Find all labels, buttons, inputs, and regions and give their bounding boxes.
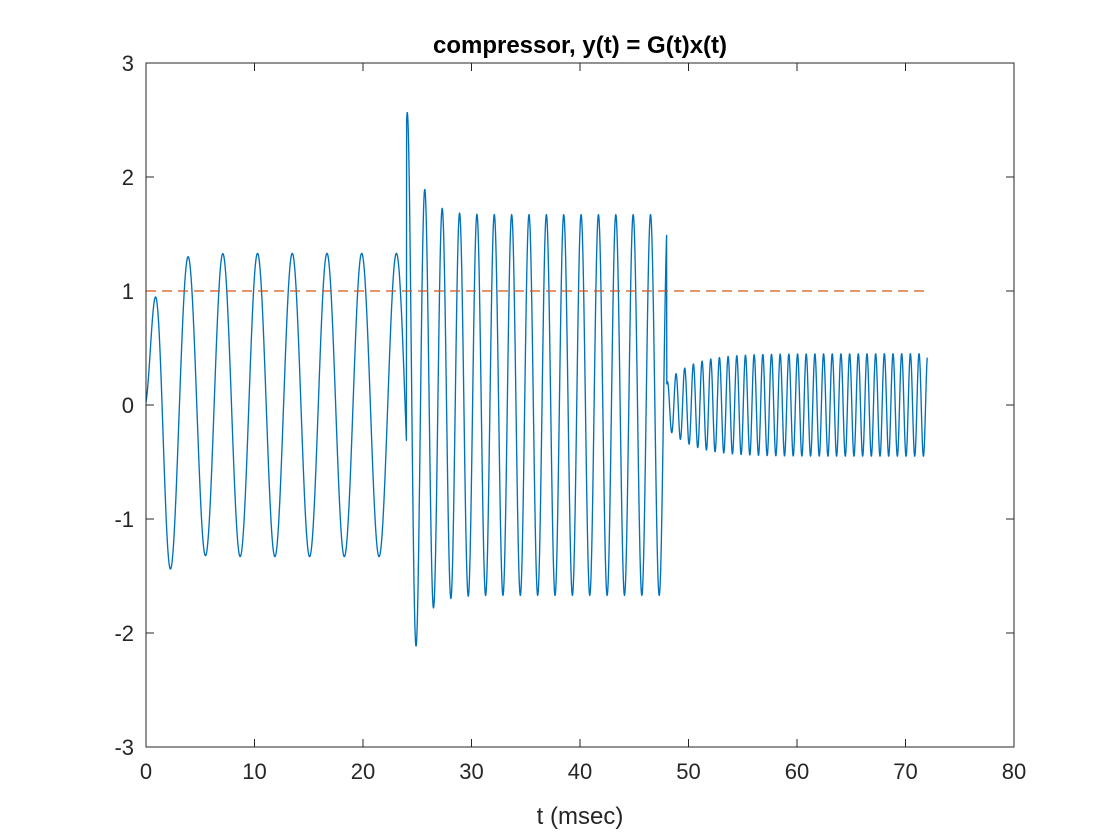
series-layer	[145, 111, 928, 647]
y-tick-label: -3	[114, 735, 134, 760]
signal-line	[145, 111, 928, 647]
x-tick-label: 20	[351, 759, 375, 784]
y-tick-label: 0	[122, 393, 134, 418]
axes-box	[145, 62, 1015, 748]
y-tick-label: 3	[122, 51, 134, 76]
x-axis: 0 10 20 30 40 50 60 70 80	[140, 63, 1026, 784]
x-tick-label: 60	[785, 759, 809, 784]
x-tick-label: 70	[893, 759, 917, 784]
y-tick-label: 1	[122, 279, 134, 304]
x-tick-label: 80	[1002, 759, 1026, 784]
y-tick-label: 2	[122, 165, 134, 190]
x-tick-label: 30	[459, 759, 483, 784]
x-axis-title: t (msec)	[537, 803, 624, 830]
x-tick-label: 0	[140, 759, 152, 784]
x-tick-label: 10	[242, 759, 266, 784]
y-tick-label: -2	[114, 621, 134, 646]
y-axis: -3 -2 -1 0 1 2 3	[114, 51, 1014, 760]
plot-area	[146, 63, 1014, 747]
chart-title: compressor, y(t) = G(t)x(t)	[433, 32, 727, 59]
x-tick-label: 50	[676, 759, 700, 784]
x-tick-label: 40	[568, 759, 592, 784]
y-tick-label: -1	[114, 507, 134, 532]
